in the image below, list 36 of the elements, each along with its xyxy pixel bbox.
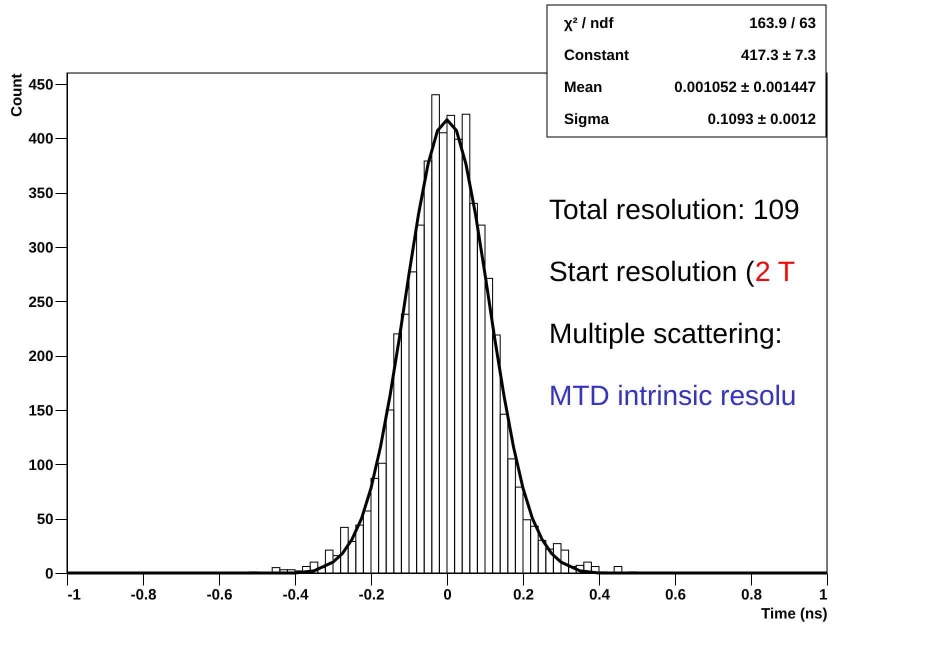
annotation: Multiple scattering: — [549, 318, 782, 349]
x-tick-label: 0.6 — [665, 586, 686, 604]
x-tick-label: -1 — [68, 586, 81, 604]
y-tick-label: 400 — [28, 130, 54, 148]
y-tick-label: 450 — [28, 76, 54, 94]
x-tick-label: -0.6 — [206, 586, 232, 604]
y-tick-label: 250 — [28, 294, 54, 311]
annotation: 0.001052 ± 0.001447 — [674, 79, 816, 96]
x-tick-label: 0.8 — [741, 586, 762, 604]
x-tick-label: -0.4 — [282, 586, 310, 604]
annotation: Sigma — [564, 111, 610, 128]
annotation: Total resolution: 109 — [549, 194, 800, 225]
x-tick-label: -0.8 — [130, 586, 156, 604]
x-tick-label: 1 — [819, 586, 828, 604]
y-tick-label: 350 — [28, 185, 54, 202]
y-tick-label: 200 — [28, 348, 54, 366]
annotation: MTD intrinsic resolu — [549, 380, 796, 411]
text: 163.9 / 63 — [749, 15, 816, 32]
annotation: 2 T — [755, 256, 795, 287]
x-tick-label: 0 — [443, 586, 452, 604]
y-tick-label: 300 — [28, 239, 54, 256]
text: χ² / ndf — [564, 15, 614, 32]
y-axis-title: Count — [8, 74, 26, 117]
y-tick-label: 50 — [36, 511, 54, 528]
text: 417.3 ± 7.3 — [741, 47, 816, 64]
x-tick-label: 0.2 — [513, 586, 534, 604]
text: Constant — [564, 47, 629, 64]
y-tick-label: 100 — [28, 456, 54, 474]
x-tick-label: -0.2 — [358, 586, 384, 604]
annotation: Start resolution ( — [549, 256, 756, 287]
y-tick-label: 0 — [45, 566, 54, 582]
annotation: 0.1093 ± 0.0012 — [708, 111, 816, 128]
x-axis-title: Time (ns) — [761, 606, 828, 622]
x-tick-label: 0.4 — [589, 586, 611, 604]
annotation: Mean — [564, 79, 602, 96]
y-tick-label: 150 — [28, 402, 54, 420]
